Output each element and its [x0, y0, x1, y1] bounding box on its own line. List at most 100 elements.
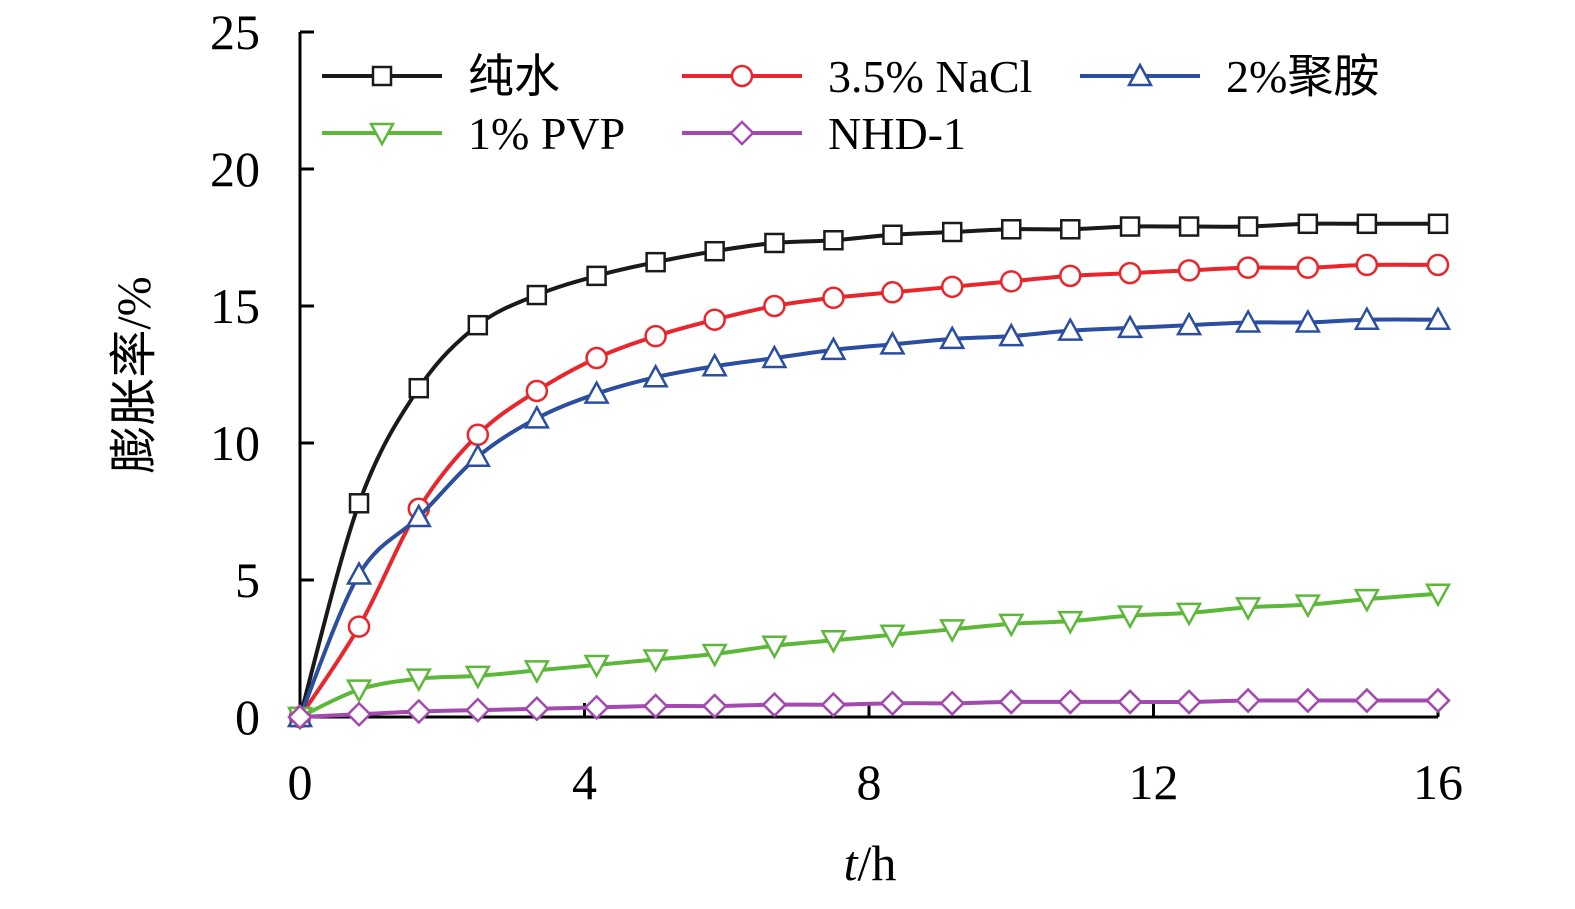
data-point	[703, 308, 726, 331]
data-point	[820, 691, 847, 718]
y-tick-label: 10	[210, 415, 260, 471]
legend-marker	[729, 120, 755, 146]
legend-item: 2%聚胺	[1080, 51, 1379, 102]
y-tick-label: 25	[210, 4, 260, 60]
data-point	[1355, 253, 1379, 277]
data-point	[1175, 311, 1203, 336]
x-tick-label: 12	[1129, 754, 1179, 810]
data-point	[583, 694, 610, 721]
x-axis-label: t/h	[844, 835, 897, 891]
data-point	[406, 698, 432, 725]
data-point	[998, 613, 1025, 638]
data-point	[761, 691, 788, 718]
data-point	[939, 690, 965, 717]
data-point	[823, 229, 844, 251]
data-point	[586, 265, 607, 287]
legend-label: 纯水	[468, 51, 560, 102]
data-point	[881, 281, 904, 304]
data-point	[287, 704, 313, 730]
data-point	[1119, 216, 1141, 237]
data-point	[1424, 306, 1452, 330]
data-point	[1353, 588, 1380, 613]
data-point	[941, 221, 963, 243]
data-point	[822, 286, 845, 310]
data-point	[1175, 602, 1203, 627]
data-point	[1118, 261, 1142, 285]
data-point	[1424, 583, 1452, 608]
data-point	[524, 696, 550, 722]
data-point	[761, 635, 788, 660]
series-3	[286, 583, 1452, 731]
data-point	[820, 630, 847, 654]
data-point	[1057, 689, 1084, 715]
data-point	[1117, 689, 1143, 715]
data-point	[583, 380, 610, 404]
data-point	[1356, 213, 1378, 235]
data-point	[939, 619, 966, 643]
data-point	[1234, 597, 1262, 621]
data-point	[405, 503, 432, 528]
data-point	[1354, 687, 1380, 714]
data-point	[1294, 594, 1321, 619]
data-point	[346, 701, 372, 728]
data-point	[1059, 264, 1082, 288]
legend-marker	[371, 65, 393, 87]
x-tick-label: 0	[288, 754, 313, 810]
legend-marker	[730, 64, 754, 88]
data-point	[1000, 270, 1023, 293]
x-axis-label-italic: t	[844, 835, 859, 891]
data-point	[465, 697, 491, 723]
data-point	[464, 665, 491, 690]
data-point	[348, 493, 370, 514]
data-point	[642, 363, 669, 388]
data-point	[1116, 314, 1144, 339]
data-point	[345, 679, 373, 704]
data-point	[1294, 308, 1321, 333]
y-tick-label: 15	[210, 278, 260, 334]
data-point	[585, 346, 608, 370]
series-0	[289, 213, 1449, 728]
series-line	[298, 317, 1439, 718]
legend: 纯水 3.5% NaCl 2%聚胺 1% PVP NHD-1	[322, 51, 1379, 159]
data-point	[1116, 605, 1144, 630]
data-point	[820, 336, 847, 361]
data-point	[761, 344, 788, 369]
data-point	[525, 379, 549, 403]
series-4	[287, 687, 1451, 730]
data-point	[464, 443, 491, 467]
series-2	[286, 306, 1452, 728]
legend-label: 2%聚胺	[1226, 51, 1379, 102]
data-point	[1296, 256, 1320, 279]
y-tick-label: 0	[235, 689, 260, 745]
legend-marker	[1126, 62, 1154, 87]
data-point	[1295, 687, 1321, 714]
data-point	[523, 660, 550, 685]
series-line	[298, 221, 1438, 718]
data-point	[1001, 219, 1022, 240]
legend-item: NHD-1	[682, 108, 966, 159]
legend-marker	[368, 122, 396, 147]
data-point	[1237, 216, 1259, 237]
data-point	[1176, 689, 1202, 715]
data-point	[408, 377, 430, 399]
data-point	[583, 654, 610, 679]
data-point	[1353, 306, 1380, 330]
data-point	[704, 240, 725, 262]
data-point	[1234, 308, 1262, 333]
data-point	[526, 284, 548, 306]
data-point	[1177, 259, 1201, 282]
data-point	[642, 649, 669, 674]
series-layer	[286, 213, 1452, 731]
data-point	[882, 224, 903, 246]
data-point	[763, 294, 786, 318]
data-point	[879, 624, 906, 649]
legend-label: 3.5% NaCl	[828, 51, 1032, 102]
y-axis-label: 膨胀率/%	[108, 276, 161, 473]
data-point	[1060, 219, 1081, 240]
data-point	[1297, 213, 1319, 235]
x-axis-label-unit: /h	[858, 835, 897, 891]
data-point	[879, 330, 906, 355]
data-point	[764, 232, 785, 254]
y-tick-label: 5	[235, 552, 260, 608]
